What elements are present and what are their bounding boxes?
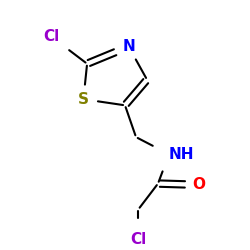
Text: S: S <box>78 92 89 107</box>
Text: Cl: Cl <box>44 29 60 44</box>
Text: NH: NH <box>169 147 194 162</box>
Text: Cl: Cl <box>130 232 146 247</box>
Text: O: O <box>192 177 205 192</box>
Text: N: N <box>122 39 135 54</box>
